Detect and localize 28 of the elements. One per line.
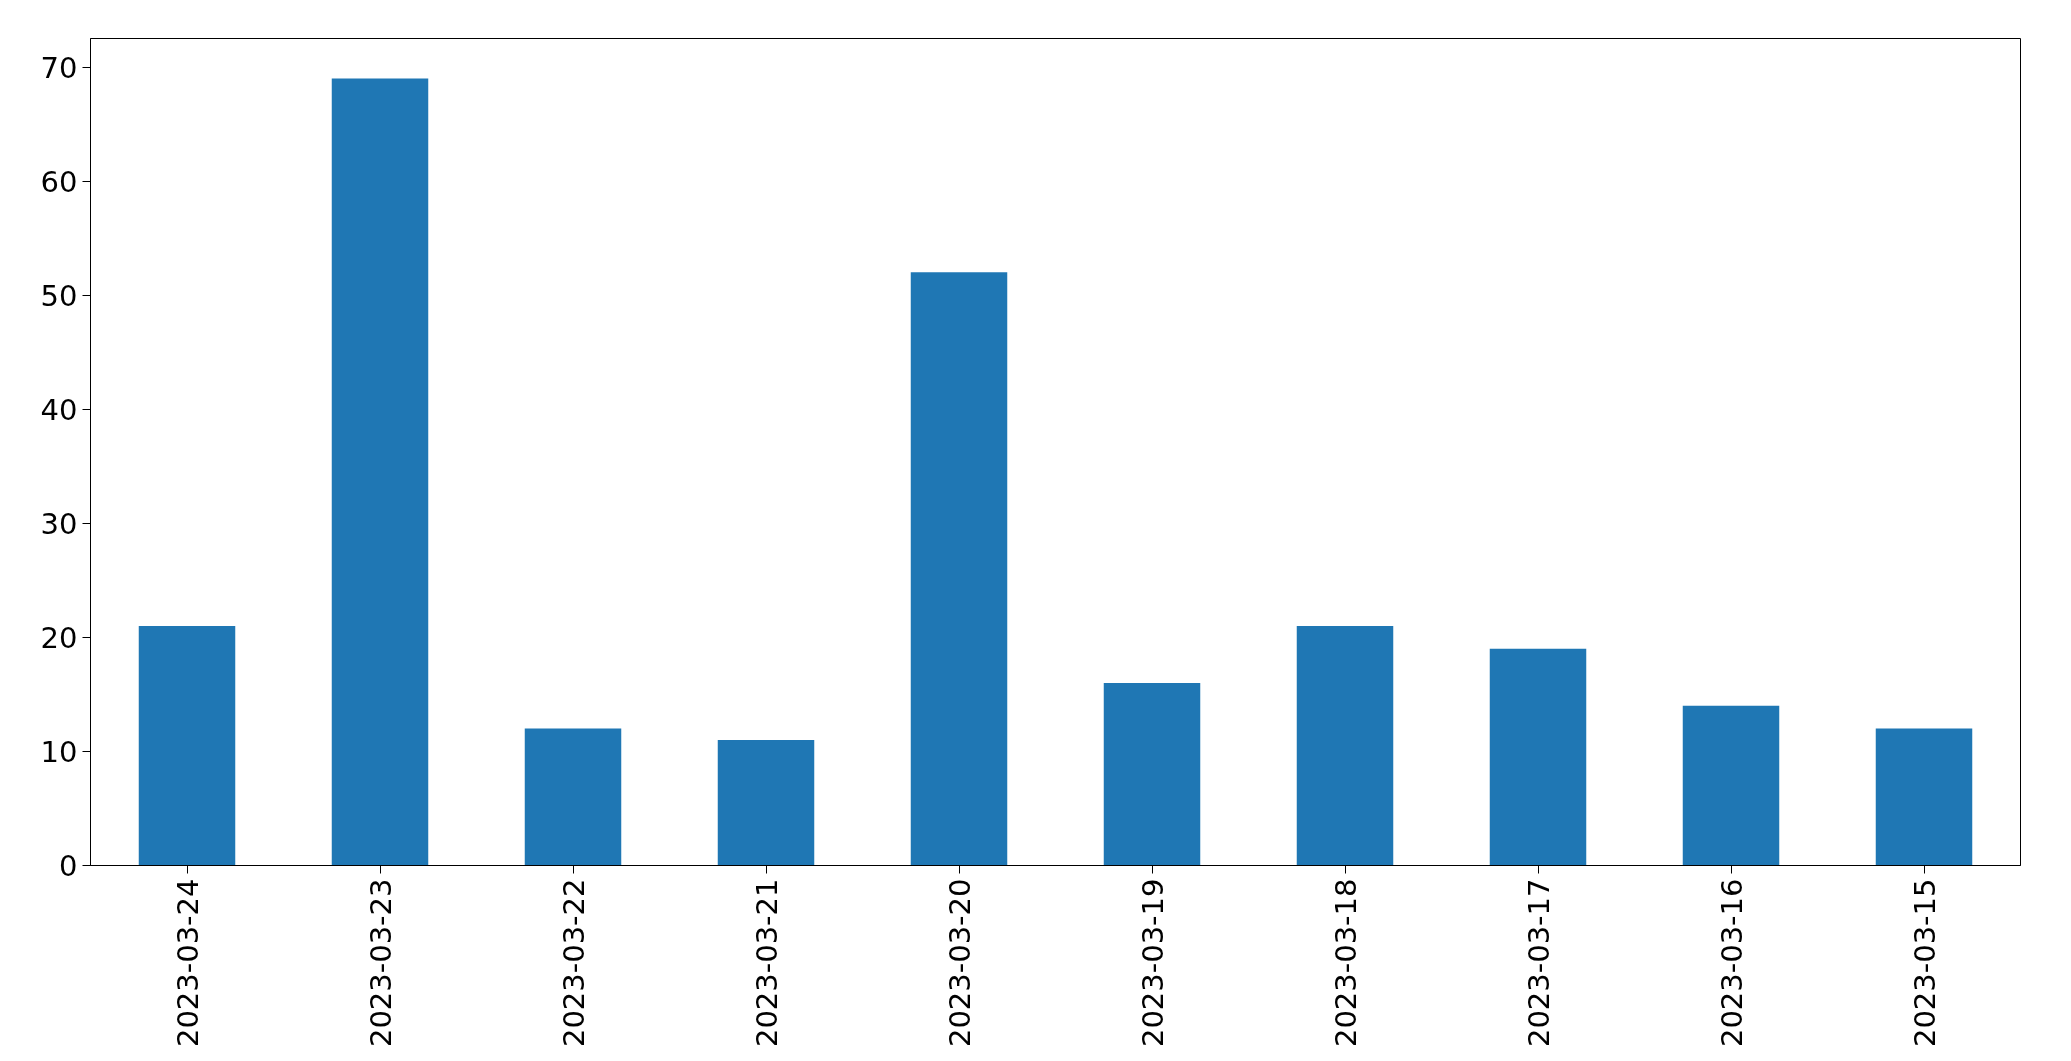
- y-tick-label: 50: [40, 278, 78, 313]
- x-tick-label: 2023-03-17: [1521, 878, 1556, 1048]
- bar: [1103, 682, 1201, 866]
- x-tick-label: 2023-03-20: [942, 878, 977, 1048]
- y-tick-label: 20: [40, 620, 78, 655]
- x-tick-label: 2023-03-19: [1135, 878, 1170, 1048]
- bar: [717, 740, 815, 866]
- bar: [1875, 728, 1973, 866]
- bar: [1682, 705, 1780, 866]
- x-tick-label: 2023-03-22: [556, 878, 591, 1048]
- bar: [524, 728, 622, 866]
- x-tick-label: 2023-03-16: [1714, 878, 1749, 1048]
- y-tick-label: 10: [40, 734, 78, 769]
- x-tick-label: 2023-03-24: [170, 878, 205, 1048]
- y-tick-label: 60: [40, 164, 78, 199]
- x-tick-label: 2023-03-15: [1907, 878, 1942, 1048]
- bar: [138, 625, 236, 866]
- y-tick-label: 70: [40, 50, 78, 85]
- x-tick-label: 2023-03-23: [363, 878, 398, 1048]
- bar: [331, 78, 429, 866]
- bar: [910, 272, 1008, 866]
- x-tick-label: 2023-03-21: [749, 878, 784, 1048]
- bar: [1296, 625, 1394, 866]
- x-tick-label: 2023-03-18: [1328, 878, 1363, 1048]
- y-tick-label: 40: [40, 392, 78, 427]
- y-tick-label: 30: [40, 506, 78, 541]
- y-tick-label: 0: [59, 849, 78, 883]
- bar: [1489, 648, 1587, 866]
